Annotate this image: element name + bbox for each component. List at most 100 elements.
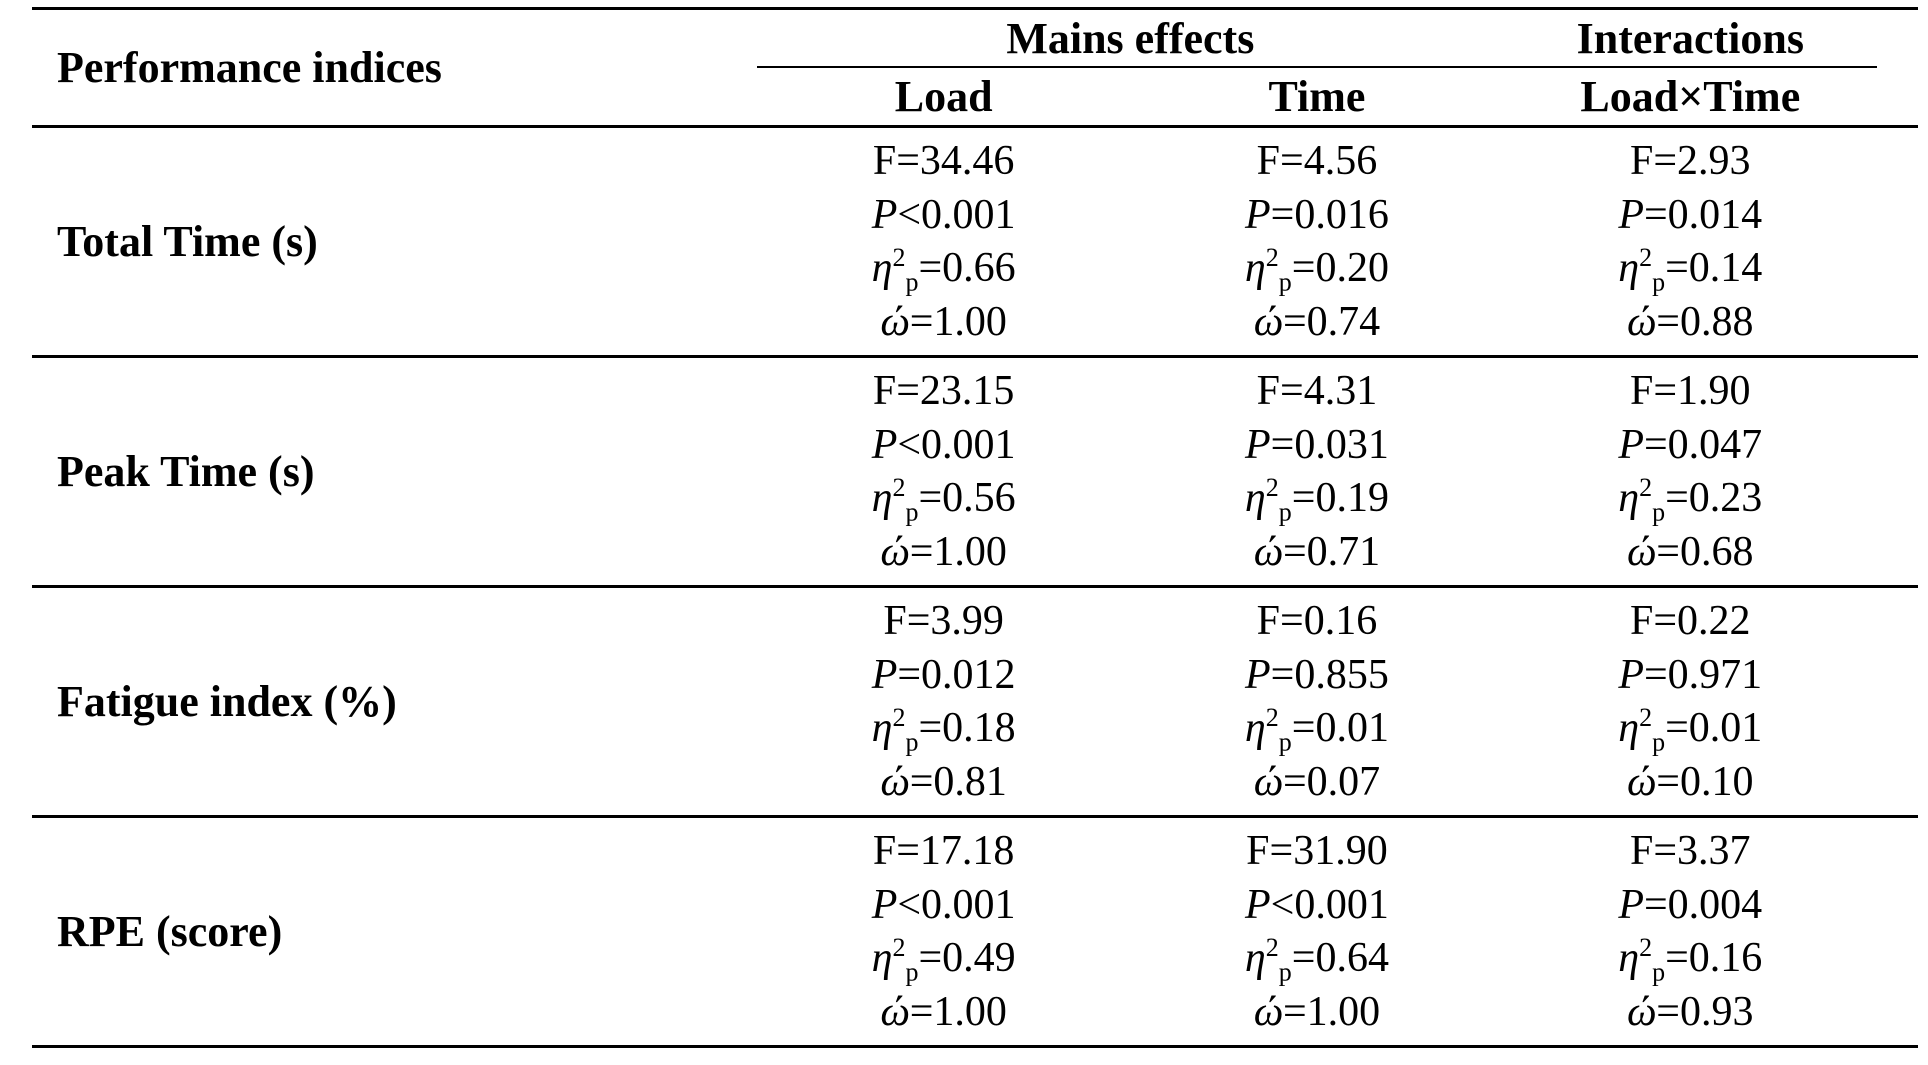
p-symbol: P — [1245, 881, 1271, 928]
p-value-line: P=0.971 — [1504, 654, 1877, 696]
col-header-load: Load — [894, 72, 993, 121]
p-symbol: P — [871, 651, 898, 698]
eta-squared-line: η2p=0.64 — [1130, 935, 1503, 985]
p-value: =0.012 — [897, 651, 1016, 698]
eta-subscript: p — [1278, 497, 1292, 527]
row-label: Peak Time (s) — [57, 447, 315, 496]
eta-exponent: 2 — [1265, 703, 1279, 733]
p-value-line: P=0.047 — [1504, 424, 1877, 466]
eta-squared-line: η2p=0.01 — [1504, 705, 1877, 755]
eta-value: =0.49 — [918, 935, 1016, 982]
eta-subscript: p — [1278, 727, 1292, 757]
p-symbol: P — [1245, 421, 1271, 468]
stats-cell-time: F=0.16 P=0.855 η2p=0.01 ώ=0.07 — [1130, 588, 1503, 815]
col-header-load-time: Load×Time — [1580, 72, 1801, 121]
eta-symbol: η — [871, 245, 893, 292]
omega-symbol: ώ — [1626, 299, 1657, 346]
eta-exponent: 2 — [892, 933, 906, 963]
table-row-rpe: RPE (score) F=17.18 P<0.001 η2p=0.49 ώ=1… — [32, 818, 1918, 1048]
p-symbol: P — [1618, 191, 1644, 238]
col-header-time: Time — [1268, 72, 1366, 121]
stats-cell-time: F=4.31 P=0.031 η2p=0.19 ώ=0.71 — [1130, 358, 1503, 585]
eta-exponent: 2 — [1639, 473, 1653, 503]
omega-symbol: ώ — [880, 529, 910, 576]
f-value-line: F=4.31 — [1256, 367, 1378, 414]
stats-cell-time: F=31.90 P<0.001 η2p=0.64 ώ=1.00 — [1130, 818, 1503, 1045]
p-value: =0.016 — [1270, 191, 1389, 238]
eta-exponent: 2 — [1265, 243, 1279, 273]
eta-subscript: p — [1652, 497, 1666, 527]
group-header-interactions: Interactions — [1576, 13, 1804, 63]
p-value-line: P=0.016 — [1130, 194, 1503, 236]
p-value: <0.001 — [897, 191, 1016, 238]
eta-squared-line: η2p=0.49 — [757, 935, 1130, 985]
p-value: =0.855 — [1270, 651, 1389, 698]
eta-symbol: η — [1618, 705, 1640, 752]
eta-value: =0.23 — [1665, 475, 1763, 522]
p-value: =0.004 — [1643, 881, 1763, 928]
f-value-line: F=23.15 — [872, 367, 1015, 414]
eta-value: =0.56 — [918, 475, 1016, 522]
omega-symbol: ώ — [1626, 759, 1657, 806]
p-value: =0.971 — [1643, 651, 1763, 698]
eta-value: =0.19 — [1291, 475, 1389, 522]
omega-value: =0.71 — [1283, 529, 1381, 576]
omega-symbol: ώ — [880, 299, 910, 346]
row-label: Fatigue index (%) — [57, 677, 397, 726]
sub-header-row: Load Time Load×Time — [757, 68, 1877, 125]
eta-value: =0.20 — [1291, 245, 1389, 292]
col-header-performance-indices: Performance indices — [57, 43, 442, 92]
f-value-line: F=31.90 — [1246, 827, 1388, 874]
omega-symbol: ώ — [1626, 989, 1657, 1036]
omega-line: ώ=0.93 — [1504, 991, 1877, 1033]
eta-subscript: p — [905, 727, 919, 757]
omega-symbol: ώ — [880, 759, 910, 806]
eta-squared-line: η2p=0.56 — [757, 475, 1130, 525]
p-value: =0.031 — [1270, 421, 1389, 468]
omega-symbol: ώ — [1253, 529, 1283, 576]
table-row-total-time: Total Time (s) F=34.46 P<0.001 η2p=0.66 … — [32, 128, 1918, 358]
stats-cell-interaction: F=2.93 P=0.014 η2p=0.14 ώ=0.88 — [1504, 128, 1877, 355]
eta-value: =0.18 — [918, 705, 1016, 752]
f-value-line: F=3.37 — [1629, 827, 1751, 874]
eta-squared-line: η2p=0.18 — [757, 705, 1130, 755]
omega-symbol: ώ — [1253, 759, 1283, 806]
omega-line: ώ=1.00 — [757, 301, 1130, 343]
omega-value: =0.07 — [1283, 759, 1381, 806]
omega-line: ώ=1.00 — [757, 991, 1130, 1033]
p-value: =0.047 — [1643, 421, 1763, 468]
omega-line: ώ=0.71 — [1130, 531, 1503, 573]
f-value-line: F=0.16 — [1256, 597, 1378, 644]
eta-exponent: 2 — [892, 473, 906, 503]
omega-symbol: ώ — [1626, 529, 1657, 576]
eta-subscript: p — [905, 267, 919, 297]
eta-symbol: η — [1618, 935, 1640, 982]
eta-value: =0.14 — [1665, 245, 1763, 292]
eta-symbol: η — [1244, 935, 1266, 982]
eta-symbol: η — [1244, 245, 1266, 292]
omega-value: =1.00 — [909, 299, 1007, 346]
p-value-line: P=0.855 — [1130, 654, 1503, 696]
eta-subscript: p — [1652, 267, 1666, 297]
omega-symbol: ώ — [880, 989, 910, 1036]
p-symbol: P — [871, 191, 898, 238]
eta-symbol: η — [871, 475, 893, 522]
eta-exponent: 2 — [1265, 933, 1279, 963]
p-value-line: P=0.012 — [757, 654, 1130, 696]
omega-line: ώ=1.00 — [757, 531, 1130, 573]
omega-value: =0.10 — [1656, 759, 1754, 806]
p-value: <0.001 — [897, 421, 1016, 468]
omega-value: =1.00 — [1283, 989, 1381, 1036]
group-header-mains-effects: Mains effects — [1006, 13, 1255, 63]
eta-squared-line: η2p=0.01 — [1130, 705, 1503, 755]
omega-symbol: ώ — [1253, 989, 1283, 1036]
stats-cell-interaction: F=0.22 P=0.971 η2p=0.01 ώ=0.10 — [1504, 588, 1877, 815]
p-value: =0.014 — [1643, 191, 1763, 238]
f-value-line: F=1.90 — [1629, 367, 1751, 414]
p-value: <0.001 — [897, 881, 1016, 928]
omega-line: ώ=1.00 — [1130, 991, 1503, 1033]
table-row-fatigue-index: Fatigue index (%) F=3.99 P=0.012 η2p=0.1… — [32, 588, 1918, 818]
table-row-peak-time: Peak Time (s) F=23.15 P<0.001 η2p=0.56 ώ… — [32, 358, 1918, 588]
eta-subscript: p — [905, 497, 919, 527]
eta-subscript: p — [1652, 727, 1666, 757]
